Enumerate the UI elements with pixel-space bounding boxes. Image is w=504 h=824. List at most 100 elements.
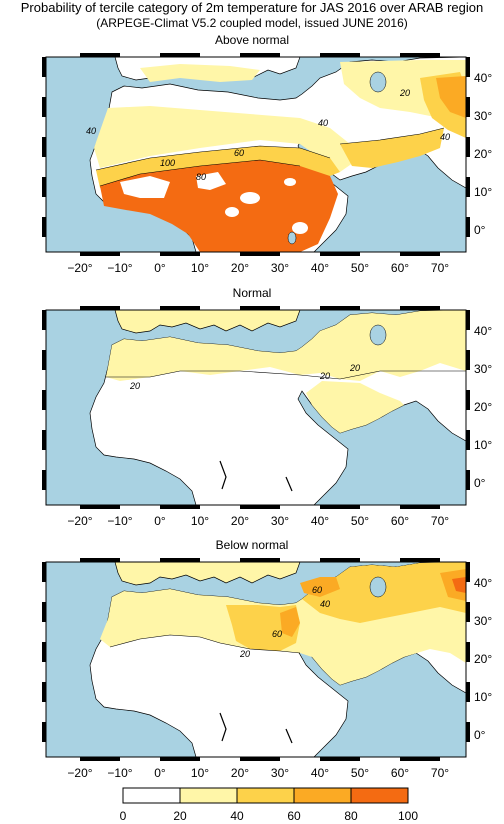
lat-label: 30° [474,362,492,376]
contour-line [95,145,331,171]
lat-label: 20° [474,147,492,161]
lake [287,231,297,245]
frame-ticks-right [466,310,470,490]
lon-labels: −20° −10° 0° 10° 20° 30° 40° 50° 60° 70° [67,514,449,528]
river [219,712,293,744]
lon-label: −20° [67,766,92,780]
contour-label: 40 [440,132,450,142]
contour-label: 40 [318,118,328,128]
map-frame [42,53,470,256]
lon-label: 60° [391,766,409,780]
panel-title-below-normal: Below normal [215,538,289,552]
contour-label: 20 [399,88,410,98]
lon-label: 10° [191,261,209,275]
contour-line [99,159,301,187]
colorbar-tick-label: 20 [173,809,187,823]
map-above-normal: 40 60 100 80 40 20 40 −20° −10° 0° 10° 2… [42,53,492,275]
lat-label: 10° [474,438,492,452]
lon-label: 70° [431,766,449,780]
river [219,460,293,492]
lat-label: 20° [474,400,492,414]
lon-label: 50° [351,766,369,780]
lon-label: 40° [311,514,329,528]
lon-label: 30° [271,766,289,780]
lat-label: 10° [474,185,492,199]
frame-ticks-left [42,562,46,742]
lon-label: −10° [107,514,132,528]
lat-labels: 40° 30° 20° 10° 0° [474,324,492,490]
lake [369,71,387,93]
colorbar-box [293,787,352,804]
contour-label: 40 [86,126,96,136]
colorbar-tick-label: 80 [344,809,358,823]
panel-title-above-normal: Above normal [214,33,290,47]
lat-labels: 40° 30° 20° 10° 0° [474,576,492,742]
frame-ticks-bottom [80,252,440,256]
panel-title-normal: Normal [232,286,272,300]
lon-label: 40° [311,261,329,275]
prob-80-east [452,577,466,593]
colorbar-boxes [122,787,409,804]
lon-label: 20° [231,766,249,780]
lon-label: 30° [271,514,289,528]
lat-label: 30° [474,109,492,123]
prob-60-turkey [300,577,340,597]
lon-label: 70° [431,514,449,528]
prob-40-arabia [340,128,444,168]
contour-label: 20 [349,363,360,373]
lake [369,324,387,346]
lat-labels: 40° 30° 20° 10° 0° [474,71,492,237]
contour-label: 60 [272,629,282,639]
lat-label: 0° [474,223,486,237]
frame-ticks-right [466,57,470,237]
frame-ticks-right [466,562,470,742]
frame-ticks-bottom [80,757,440,761]
lat-label: 20° [474,652,492,666]
lon-label: −10° [107,766,132,780]
lon-label: 50° [351,261,369,275]
lon-labels: −20° −10° 0° 10° 20° 30° 40° 50° 60° 70° [67,766,449,780]
prob-60-levant [280,607,300,637]
contour-line [109,634,301,654]
contour-label: 80 [196,172,206,182]
colorbar-tick-label: 0 [120,809,127,823]
lon-label: 70° [431,261,449,275]
lat-label: 0° [474,476,486,490]
land-europe [114,309,301,334]
prob-low-patch [292,222,308,234]
frame-ticks-top [80,53,440,57]
contour-label: 100 [160,158,175,168]
prob-60-india [436,76,466,118]
contour-label: 60 [234,148,244,158]
prob-low-patch [120,176,170,198]
frame-ticks-top [80,558,440,562]
lon-label: 0° [154,261,166,275]
prob-low-patch [225,207,239,217]
colorbar-tick-label: 100 [398,809,418,823]
colorbar-ticks: 0 20 40 60 80 100 [120,809,419,823]
lon-label: −20° [67,261,92,275]
lon-label: 10° [191,766,209,780]
lon-label: −20° [67,514,92,528]
prob-20-sahara [94,106,360,172]
prob-low-patch [240,192,260,204]
frame-ticks-left [42,310,46,490]
page-subtitle: (ARPEGE-Climat V5.2 coupled model, issue… [96,16,408,30]
contour-label: 20 [239,649,250,659]
prob-20-europe [140,64,260,82]
colorbar-tick-label: 60 [287,809,301,823]
lon-label: −10° [107,261,132,275]
colorbar-tick-label: 40 [230,809,244,823]
prob-20-arabia [306,381,404,433]
lake [369,576,387,598]
prob-low-patch [196,172,226,190]
lon-label: 60° [391,261,409,275]
lon-label: 60° [391,514,409,528]
colorbar-box [179,787,238,804]
contour-line [339,127,445,145]
prob-low-patch [284,178,296,186]
contour-label: 20 [129,381,140,391]
lat-label: 40° [474,324,492,338]
colorbar: 0 20 40 60 80 100 [120,787,419,823]
lat-label: 10° [474,690,492,704]
